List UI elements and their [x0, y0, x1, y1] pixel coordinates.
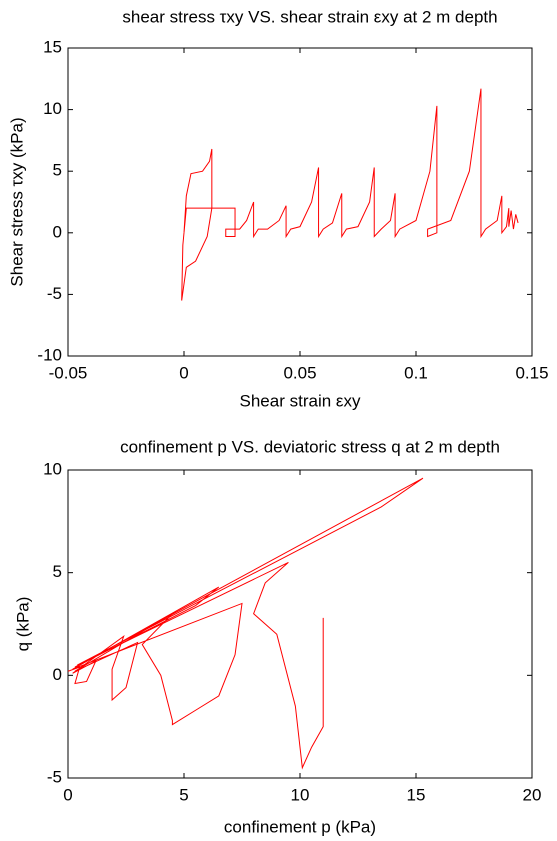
- data-line: [181, 88, 519, 301]
- y-axis-label: Shear stress τxy (kPa): [7, 117, 26, 286]
- y-tick-label: -5: [47, 767, 62, 786]
- y-tick-label: 0: [53, 222, 62, 241]
- y-tick-label: 10: [43, 99, 62, 118]
- y-tick-label: 15: [43, 37, 62, 56]
- y-tick-label: 10: [43, 459, 62, 478]
- x-tick-label: 0.15: [515, 363, 548, 382]
- x-tick-label: 0.1: [404, 363, 428, 382]
- x-tick-label: 15: [407, 785, 426, 804]
- x-tick-label: 0: [63, 785, 72, 804]
- y-axis-label: q (kPa): [13, 597, 32, 652]
- x-axis-label: confinement p (kPa): [224, 817, 376, 836]
- axes-box: [67, 469, 533, 779]
- x-axis-label: Shear strain εxy: [240, 391, 361, 410]
- y-tick-label: 5: [53, 161, 62, 180]
- y-tick-label: -5: [47, 284, 62, 303]
- x-tick-label: 10: [291, 785, 310, 804]
- y-tick-label: -10: [37, 345, 62, 364]
- x-tick-label: -0.05: [49, 363, 88, 382]
- data-line: [67, 477, 424, 770]
- y-tick-label: 0: [53, 665, 62, 684]
- chart-title: shear stress τxy VS. shear strain εxy at…: [122, 7, 497, 26]
- chart-title: confinement p VS. deviatoric stress q at…: [120, 437, 500, 456]
- x-tick-label: 0: [179, 363, 188, 382]
- y-tick-label: 5: [53, 562, 62, 581]
- x-tick-label: 0.05: [283, 363, 316, 382]
- axes-box: [67, 47, 533, 357]
- x-tick-label: 5: [179, 785, 188, 804]
- x-tick-label: 20: [523, 785, 542, 804]
